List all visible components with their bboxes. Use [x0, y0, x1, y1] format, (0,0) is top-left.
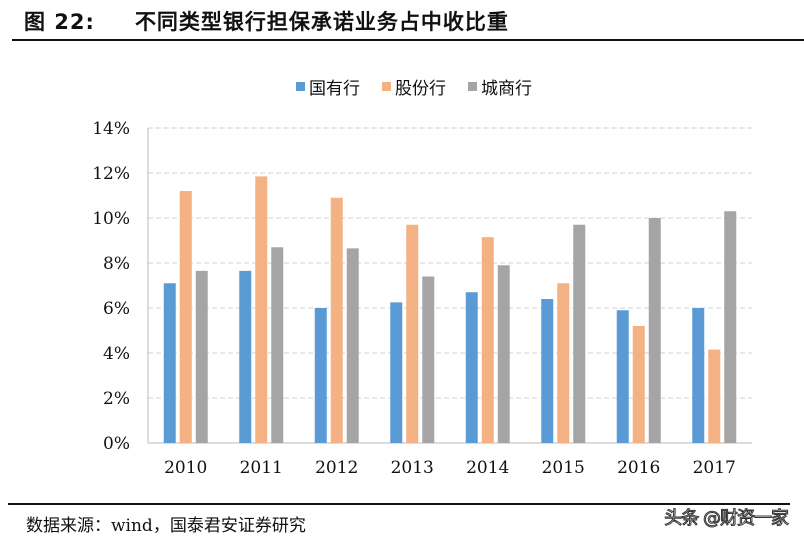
watermark: 头条 @财资一家	[664, 508, 790, 530]
legend-item-state-banks: 国有行	[296, 74, 360, 99]
bar-2012-2	[346, 248, 359, 443]
bar-2013-2	[422, 276, 435, 443]
bar-2017-0	[692, 308, 705, 443]
title-rule	[12, 39, 804, 41]
bar-2013-1	[406, 224, 419, 443]
legend-label: 城商行	[481, 79, 532, 99]
bar-2014-0	[465, 292, 478, 443]
x-tick-label: 2012	[315, 458, 358, 478]
y-tick-label: 8%	[103, 254, 130, 274]
legend-label: 国有行	[309, 79, 360, 99]
x-tick-label: 2015	[542, 458, 585, 478]
bar-2010-0	[163, 283, 176, 443]
bar-2011-2	[271, 247, 284, 443]
y-tick-label: 12%	[92, 164, 130, 184]
x-tick-label: 2017	[693, 458, 736, 478]
bar-2014-1	[481, 237, 494, 443]
legend-swatch	[382, 82, 391, 91]
legend: 国有行 股份行 城商行	[296, 74, 532, 99]
y-tick-label: 14%	[92, 119, 130, 139]
bar-2015-1	[557, 283, 570, 443]
x-tick-label: 2010	[164, 458, 207, 478]
x-tick-label: 2014	[466, 458, 509, 478]
bar-2016-0	[616, 310, 629, 443]
source-note: 数据来源：wind，国泰君安证券研究	[26, 516, 306, 536]
legend-item-city-banks: 城商行	[468, 74, 532, 99]
legend-swatch	[296, 82, 305, 91]
y-tick-label: 0%	[103, 434, 130, 454]
bar-2012-1	[330, 197, 343, 443]
bar-2011-1	[255, 176, 268, 443]
bar-2016-1	[632, 326, 645, 443]
y-tick-label: 4%	[103, 344, 130, 364]
x-tick-label: 2016	[617, 458, 660, 478]
bar-2012-0	[314, 308, 327, 443]
bar-2010-2	[195, 270, 208, 443]
x-tick-label: 2011	[240, 458, 283, 478]
figure-number: 图 22:	[24, 10, 95, 34]
legend-item-joint-stock-banks: 股份行	[382, 74, 446, 99]
bar-2014-2	[497, 265, 510, 443]
bar-2016-2	[648, 218, 661, 443]
bar-2017-1	[708, 349, 721, 443]
legend-swatch	[468, 82, 477, 91]
y-tick-label: 6%	[103, 299, 130, 319]
bar-2017-2	[724, 211, 737, 443]
x-tick-label: 2013	[391, 458, 434, 478]
y-tick-label: 10%	[92, 209, 130, 229]
bar-2015-2	[573, 224, 586, 443]
bar-2010-1	[179, 191, 192, 443]
legend-label: 股份行	[395, 79, 446, 99]
bar-2015-0	[541, 299, 554, 443]
bar-2013-0	[390, 302, 403, 443]
y-tick-label: 2%	[103, 389, 130, 409]
bar-2011-0	[239, 270, 252, 443]
source-rule	[8, 503, 790, 505]
title-text: 不同类型银行担保承诺业务占中收比重	[134, 10, 509, 34]
chart-title: 图 22: 不同类型银行担保承诺业务占中收比重	[24, 6, 509, 36]
